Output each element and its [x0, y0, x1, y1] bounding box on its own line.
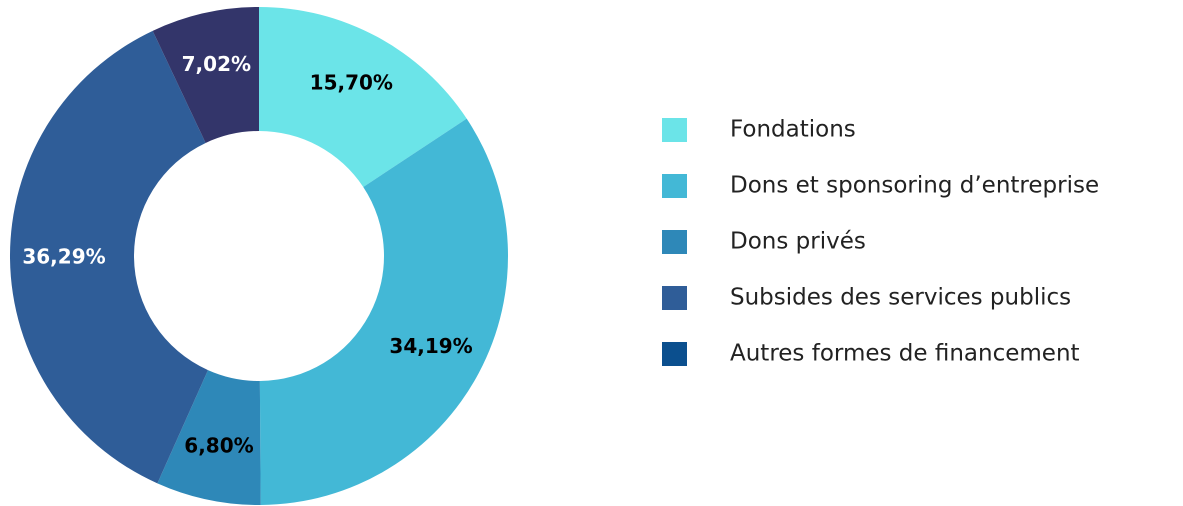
legend-label: Dons et sponsoring d’entreprise: [730, 173, 1099, 199]
legend-swatch: [662, 174, 687, 198]
legend-swatch: [662, 342, 687, 366]
legend-label: Dons privés: [730, 229, 866, 255]
donut-slice: [259, 118, 508, 505]
donut-slice: [152, 6, 259, 143]
legend-label: Fondations: [730, 117, 856, 143]
legend-swatch: [662, 118, 687, 142]
legend-swatch: [662, 286, 687, 310]
legend-label: Subsides des services publics: [730, 285, 1071, 311]
value-label: 6,80%: [184, 433, 253, 457]
value-label: 36,29%: [22, 245, 105, 269]
legend-label: Autres formes de financement: [730, 341, 1080, 367]
donut-slice: [259, 7, 467, 188]
value-label: 34,19%: [389, 334, 472, 358]
donut-slice: [10, 30, 208, 484]
legend-swatch: [662, 230, 687, 254]
value-label: 7,02%: [182, 52, 251, 76]
donut-slice: [157, 370, 261, 505]
value-label: 15,70%: [310, 71, 393, 95]
